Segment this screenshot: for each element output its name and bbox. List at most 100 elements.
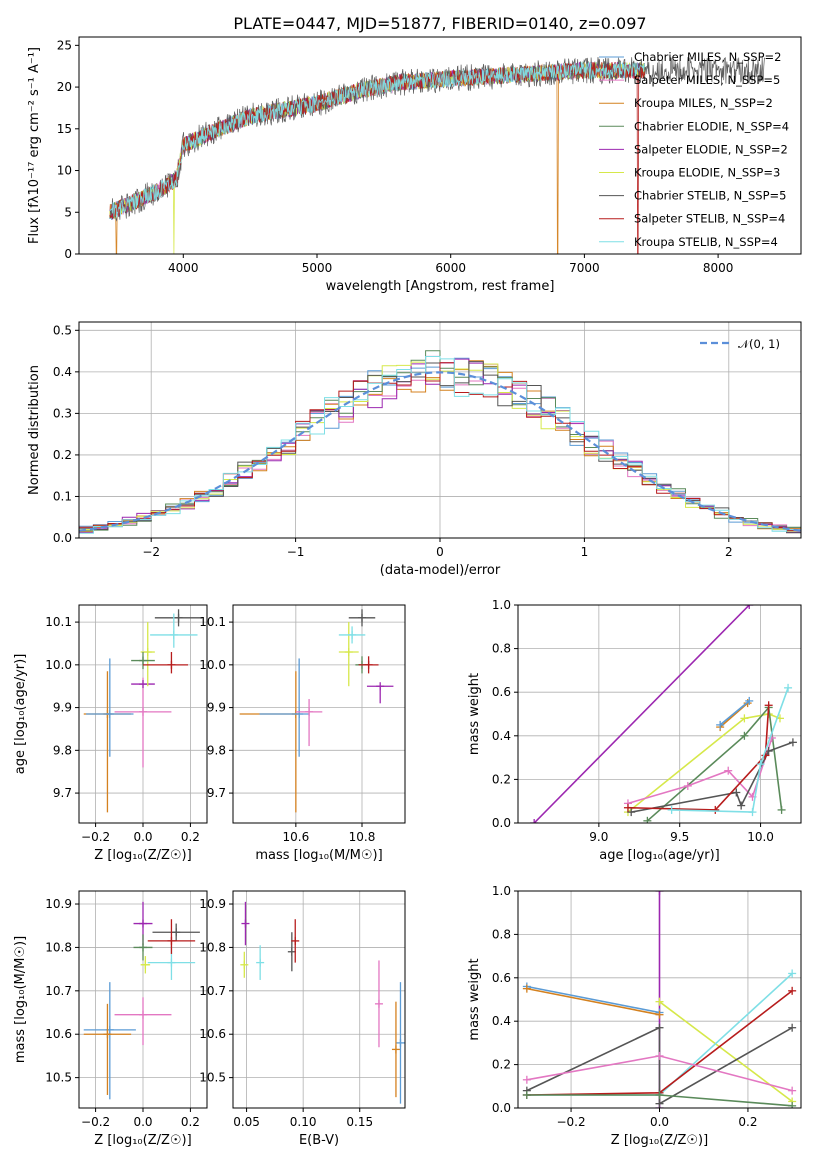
z-age-panel: −0.2 0.0 0.2 9.7 9.8 9.9 10.0 10.1 Z [log₁₀(Z/Z☉… [13, 604, 208, 863]
y-tick-label: 0 [64, 247, 72, 261]
y-tick-label: 1.0 [492, 598, 511, 612]
ebv-mass-panel: 0.05 0.10 0.15 10.5 10.6 10.7 10.8 10.9 E(B-V) [199, 890, 406, 1148]
x-tick-label: 0.15 [346, 1115, 373, 1129]
x-tick-label: 9.5 [670, 830, 689, 844]
x-tick-label: 0.0 [650, 1115, 669, 1129]
error-point [86, 658, 134, 757]
plot-area [530, 605, 797, 823]
y-tick-label: 10.5 [199, 1071, 226, 1085]
weight-series [667, 683, 793, 817]
plot-area [522, 891, 797, 1108]
x-tick-label: 0.05 [233, 1115, 260, 1129]
y-tick-label: 0.5 [53, 323, 72, 337]
error-point [358, 656, 379, 674]
error-point [83, 1003, 132, 1095]
weight-series [716, 696, 754, 729]
error-point [133, 934, 153, 961]
error-point [291, 919, 300, 963]
weight-series [522, 1051, 797, 1095]
y-tick-label: 10.7 [45, 984, 72, 998]
figure-title: PLATE=0447, MJD=51877, FIBERID=0140, z=0… [233, 14, 646, 33]
weight-series [627, 738, 797, 817]
weight-line [526, 985, 660, 1014]
axes: −0.2 0.0 0.2 9.7 9.8 9.9 10.0 10.1 Z [log₁₀(Z/Z☉… [13, 604, 208, 863]
error-point [114, 677, 172, 768]
y-tick-label: 9.8 [207, 743, 226, 757]
y-tick-label: 10.9 [45, 897, 72, 911]
weight-line [533, 605, 750, 823]
weight-series [530, 605, 754, 823]
x-tick-label: −1 [287, 545, 305, 559]
error-point [338, 626, 366, 644]
y-tick-label: 10.9 [199, 897, 226, 911]
error-point [152, 923, 200, 941]
y-tick-label: 25 [57, 38, 72, 52]
axes: −0.2 0.0 0.2 10.5 10.6 10.7 10.8 10.9 Z [log₁₀(Z… [13, 890, 208, 1148]
y-tick-label: 9.7 [207, 786, 226, 800]
x-axis-label: Z [log₁₀(Z/Z☉)] [94, 1133, 191, 1148]
y-tick-label: 0.6 [492, 971, 511, 985]
x-tick-label: 2 [725, 545, 733, 559]
axes: 0.05 0.10 0.15 10.5 10.6 10.7 10.8 10.9 E(B-V) [199, 890, 406, 1148]
legend-label: Chabrier MILES, N_SSP=2 [634, 50, 781, 64]
plot-area [109, 56, 766, 254]
y-axis-label: Normed distribution [27, 365, 42, 495]
y-tick-label: 1.0 [492, 884, 511, 898]
error-point [239, 671, 300, 813]
y-tick-label: 0.8 [492, 927, 511, 941]
legend-label: Kroupa ELODIE, N_SSP=3 [634, 166, 780, 180]
y-tick-label: 10.8 [45, 940, 72, 954]
weight-line [719, 702, 749, 728]
axes-frame [232, 604, 406, 824]
x-tick-label: 0.2 [181, 1115, 200, 1129]
legend: Chabrier MILES, N_SSP=2 Salpeter MILES, N… [599, 50, 789, 249]
error-point [338, 622, 359, 687]
error-point [287, 932, 296, 972]
y-tick-label: 0.0 [53, 531, 72, 545]
y-tick-label: 10.0 [45, 658, 72, 672]
weight-line [719, 700, 750, 726]
axes: −0.2 0.0 0.2 0.0 0.2 0.4 0.6 0.8 1.0 Z [log₁₀(Z/Z… [467, 884, 802, 1148]
y-tick-label: 10.0 [199, 658, 226, 672]
spectrum-line [109, 61, 645, 218]
y-axis-label: mass weight [467, 958, 482, 1040]
legend-label: Chabrier ELODIE, N_SSP=4 [634, 119, 789, 133]
weight-line [671, 687, 789, 813]
axes: 4000 5000 6000 7000 8000 0 5 10 15 20 25 wavelength… [27, 36, 802, 294]
plot-area [240, 901, 405, 1104]
x-tick-label: −0.2 [81, 830, 110, 844]
y-tick-label: 0.6 [492, 685, 511, 699]
x-tick-label: 1 [581, 545, 589, 559]
grid [233, 891, 405, 1108]
weight-line [627, 713, 781, 813]
y-tick-label: 0.4 [492, 1014, 511, 1028]
legend-label: Salpeter ELODIE, N_SSP=2 [634, 142, 788, 156]
axes-frame [232, 890, 406, 1109]
y-tick-label: 9.9 [207, 701, 226, 715]
grid [518, 604, 801, 824]
error-point [131, 652, 155, 670]
y-tick-label: 10.5 [45, 1071, 72, 1085]
legend-label: Kroupa MILES, N_SSP=2 [634, 96, 773, 110]
axes-frame [517, 604, 802, 824]
y-tick-label: 10.1 [199, 615, 226, 629]
y-axis-label: age [log₁₀(age/yr)] [13, 654, 28, 775]
y-tick-label: 9.9 [53, 701, 72, 715]
x-tick-label: 0.2 [738, 1115, 757, 1129]
y-tick-label: 0.8 [492, 642, 511, 656]
y-tick-label: 10 [57, 164, 72, 178]
axes-frame [78, 36, 802, 255]
legend-label: Chabrier STELIB, N_SSP=5 [634, 189, 786, 203]
x-tick-label: 0.2 [181, 830, 200, 844]
x-tick-label: 10.8 [349, 830, 376, 844]
y-tick-label: 0.0 [492, 1101, 511, 1115]
x-tick-label: 8000 [703, 261, 734, 275]
y-tick-label: 0.3 [53, 406, 72, 420]
y-tick-label: 9.7 [53, 786, 72, 800]
y-tick-label: 0.2 [53, 448, 72, 462]
weight-line [526, 1026, 793, 1106]
weight-line [659, 1001, 793, 1103]
y-tick-label: 5 [64, 205, 72, 219]
x-tick-label: −0.2 [81, 1115, 110, 1129]
y-tick-label: 20 [57, 80, 72, 94]
